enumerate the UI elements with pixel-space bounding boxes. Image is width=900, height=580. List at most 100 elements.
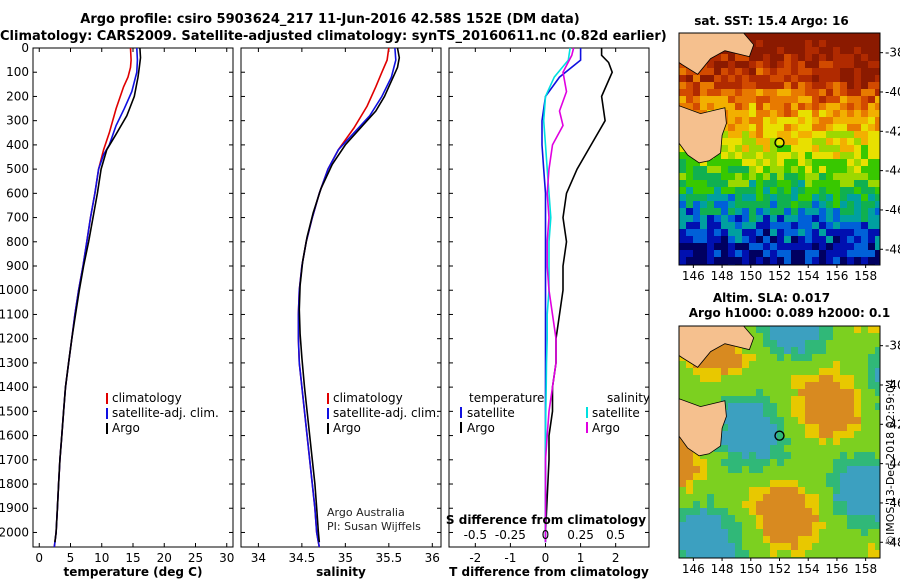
- map-cell: [868, 403, 875, 410]
- map-cell: [721, 208, 728, 215]
- map-cell: [742, 459, 749, 466]
- map-cell: [749, 131, 756, 138]
- map-cell: [707, 494, 714, 501]
- map-cell: [840, 96, 847, 103]
- map-cell: [742, 61, 749, 68]
- map-cell: [826, 480, 833, 487]
- map-cell: [833, 529, 840, 536]
- map-cell: [742, 166, 749, 173]
- map-cell: [770, 68, 777, 75]
- map-cell: [833, 487, 840, 494]
- map-cell: [777, 389, 784, 396]
- map-cell: [735, 257, 742, 264]
- map-cell: [714, 159, 721, 166]
- map-cell: [763, 515, 770, 522]
- map-cell: [763, 96, 770, 103]
- map-cell: [784, 368, 791, 375]
- map-cell: [742, 368, 749, 375]
- map-cell: [749, 529, 756, 536]
- map-cell: [714, 75, 721, 82]
- lon-tick-label: 150: [739, 562, 762, 576]
- map-cell: [770, 215, 777, 222]
- map-cell: [686, 389, 693, 396]
- map-panel-1: 146148150152154156158-38-40-42-44-46-48s…: [678, 14, 900, 283]
- map-cell: [805, 459, 812, 466]
- map-cell: [735, 368, 742, 375]
- map-cell: [833, 522, 840, 529]
- map-cell: [770, 180, 777, 187]
- map-cell: [826, 117, 833, 124]
- map-cell: [749, 389, 756, 396]
- map-cell: [868, 257, 875, 264]
- map-cell: [721, 459, 728, 466]
- map-cell: [749, 159, 756, 166]
- map-cell: [679, 445, 686, 452]
- map-cell: [721, 103, 728, 110]
- map-cell: [805, 445, 812, 452]
- map-cell: [721, 145, 728, 152]
- map-cell: [791, 480, 798, 487]
- map-cell: [847, 96, 854, 103]
- map-cell: [847, 208, 854, 215]
- map-cell: [756, 201, 763, 208]
- map-cell: [707, 68, 714, 75]
- map-cell: [770, 222, 777, 229]
- map-cell: [770, 159, 777, 166]
- map-cell: [833, 473, 840, 480]
- map-cell: [833, 201, 840, 208]
- map-cell: [742, 494, 749, 501]
- map-cell: [749, 33, 756, 40]
- map-cell: [819, 82, 826, 89]
- map-cell: [784, 96, 791, 103]
- map-cell: [875, 152, 880, 159]
- map-cell: [784, 417, 791, 424]
- map-cell: [777, 201, 784, 208]
- map-cell: [826, 340, 833, 347]
- map-cell: [679, 501, 686, 508]
- map-cell: [868, 417, 875, 424]
- map-cell: [861, 201, 868, 208]
- map-cell: [756, 208, 763, 215]
- map-cell: [763, 494, 770, 501]
- map-cell: [770, 152, 777, 159]
- map-cell: [728, 438, 735, 445]
- map-cell: [735, 208, 742, 215]
- map-cell: [700, 82, 707, 89]
- map-cell: [728, 550, 735, 557]
- map-cell: [854, 243, 861, 250]
- map-cell: [826, 124, 833, 131]
- map-cell: [749, 424, 756, 431]
- map-cell: [693, 480, 700, 487]
- map-cell: [693, 382, 700, 389]
- map-cell: [805, 75, 812, 82]
- map-cell: [721, 424, 728, 431]
- map-cell: [707, 166, 714, 173]
- map-cell: [826, 361, 833, 368]
- y-tick-label: 1700: [0, 453, 29, 467]
- legend-label: satellite-adj. clim.: [112, 406, 219, 420]
- map-cell: [812, 410, 819, 417]
- map-cell: [784, 75, 791, 82]
- map-cell: [805, 529, 812, 536]
- map-cell: [700, 522, 707, 529]
- map-cell: [777, 550, 784, 557]
- map-cell: [742, 543, 749, 550]
- map-cell: [805, 145, 812, 152]
- argo-location-marker: [774, 430, 785, 441]
- map-cell: [812, 194, 819, 201]
- map-cell: [798, 82, 805, 89]
- map-cell: [812, 382, 819, 389]
- map-cell: [770, 375, 777, 382]
- map-cell: [721, 382, 728, 389]
- map-cell: [861, 103, 868, 110]
- map-cell: [798, 131, 805, 138]
- legend-label: Argo: [592, 421, 620, 435]
- map-cell: [854, 159, 861, 166]
- y-tick-label: 1900: [0, 501, 29, 515]
- map-cell: [805, 333, 812, 340]
- map-cell: [798, 208, 805, 215]
- map-cell: [784, 347, 791, 354]
- map-cell: [763, 382, 770, 389]
- map-cell: [735, 480, 742, 487]
- map-cell: [700, 396, 707, 403]
